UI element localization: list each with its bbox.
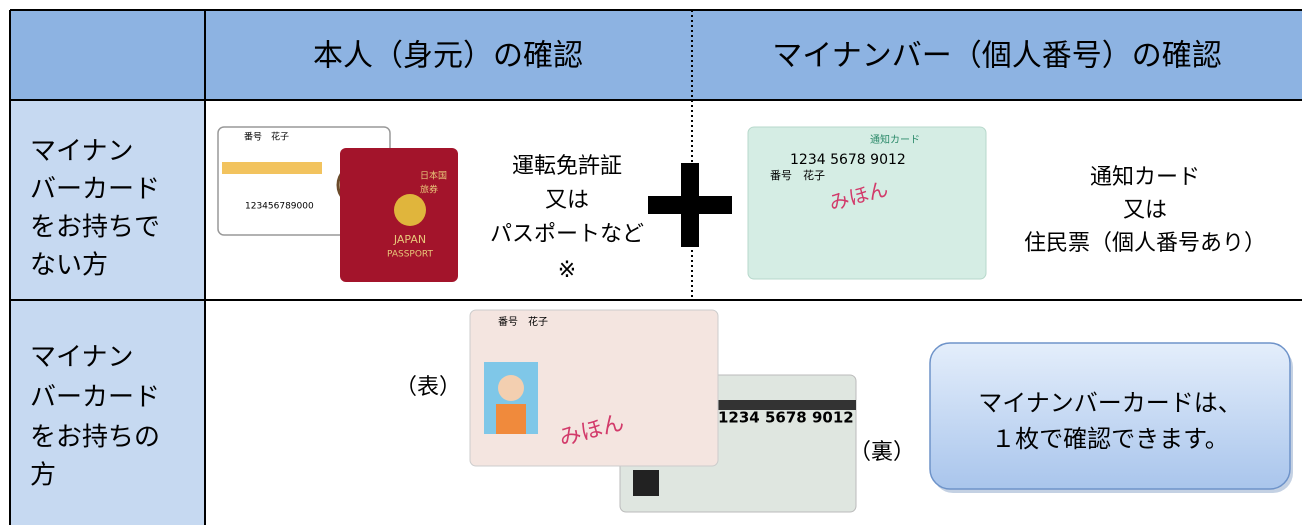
label-line: をお持ちの bbox=[30, 423, 160, 453]
passport-text: 旅券 bbox=[420, 184, 438, 196]
label-line: マイナン bbox=[30, 343, 133, 373]
doc-line: 運転免許証 bbox=[512, 154, 622, 179]
card-text: 1234 5678 9012 bbox=[790, 152, 906, 168]
card-text: 1234 5678 9012 bbox=[718, 409, 854, 427]
table-borders bbox=[9, 9, 1302, 525]
license-name: 番号 花子 bbox=[244, 131, 289, 143]
label-line: バーカード bbox=[30, 383, 160, 413]
callout-line: マイナンバーカードは、 bbox=[978, 389, 1242, 417]
plus-sign bbox=[648, 163, 732, 247]
doc-line: 又は bbox=[1123, 198, 1167, 223]
doc-line: パスポートなど bbox=[490, 222, 644, 247]
identity-docs: 運転免許証 又は パスポートなど ※ bbox=[490, 154, 644, 283]
callout-text: マイナンバーカードは、 １枚で確認できます。 bbox=[978, 389, 1242, 453]
number-docs: 通知カード 又は 住民票（個人番号あり） bbox=[1024, 165, 1266, 256]
doc-line: 住民票（個人番号あり） bbox=[1024, 231, 1266, 256]
mynumber-front-image: 番号 花子 みほん bbox=[469, 309, 719, 467]
passport-text: JAPAN bbox=[393, 233, 426, 246]
front-label: （表） bbox=[395, 375, 461, 400]
label-line: マイナン bbox=[30, 137, 133, 167]
label-line: ない方 bbox=[30, 251, 108, 281]
doc-line: 通知カード bbox=[1090, 165, 1200, 190]
callout-line: １枚で確認できます。 bbox=[991, 425, 1229, 453]
license-number: 123456789000 bbox=[245, 202, 314, 212]
passport-image: 日本国 旅券 JAPAN PASSPORT bbox=[340, 148, 458, 282]
callout-box bbox=[929, 342, 1291, 490]
row-label: マイナン バーカード をお持ちで ない方 マイナン バーカード をお持ちの 方 bbox=[30, 137, 160, 491]
header-bg bbox=[10, 10, 1302, 100]
back-label: （裏） bbox=[849, 440, 915, 465]
card-text: 番号 花子 bbox=[498, 315, 548, 328]
label-column-bg bbox=[10, 100, 205, 525]
passport-text: PASSPORT bbox=[387, 250, 434, 260]
label-line: 方 bbox=[30, 461, 56, 491]
header-number: マイナンバー（個人番号）の確認 bbox=[772, 39, 1221, 74]
passport-text: 日本国 bbox=[420, 170, 447, 182]
label-line: バーカード bbox=[30, 175, 160, 205]
doc-line: 又は bbox=[545, 188, 589, 213]
doc-line: ※ bbox=[558, 258, 576, 283]
header-identity: 本人（身元）の確認 bbox=[313, 39, 583, 74]
label-line: をお持ちで bbox=[30, 213, 160, 243]
notice-card-image: 通知カード 1234 5678 9012 番号 花子 みほん bbox=[747, 126, 987, 280]
card-text: 通知カード bbox=[870, 133, 920, 146]
card-text: 番号 花子 bbox=[770, 169, 825, 182]
